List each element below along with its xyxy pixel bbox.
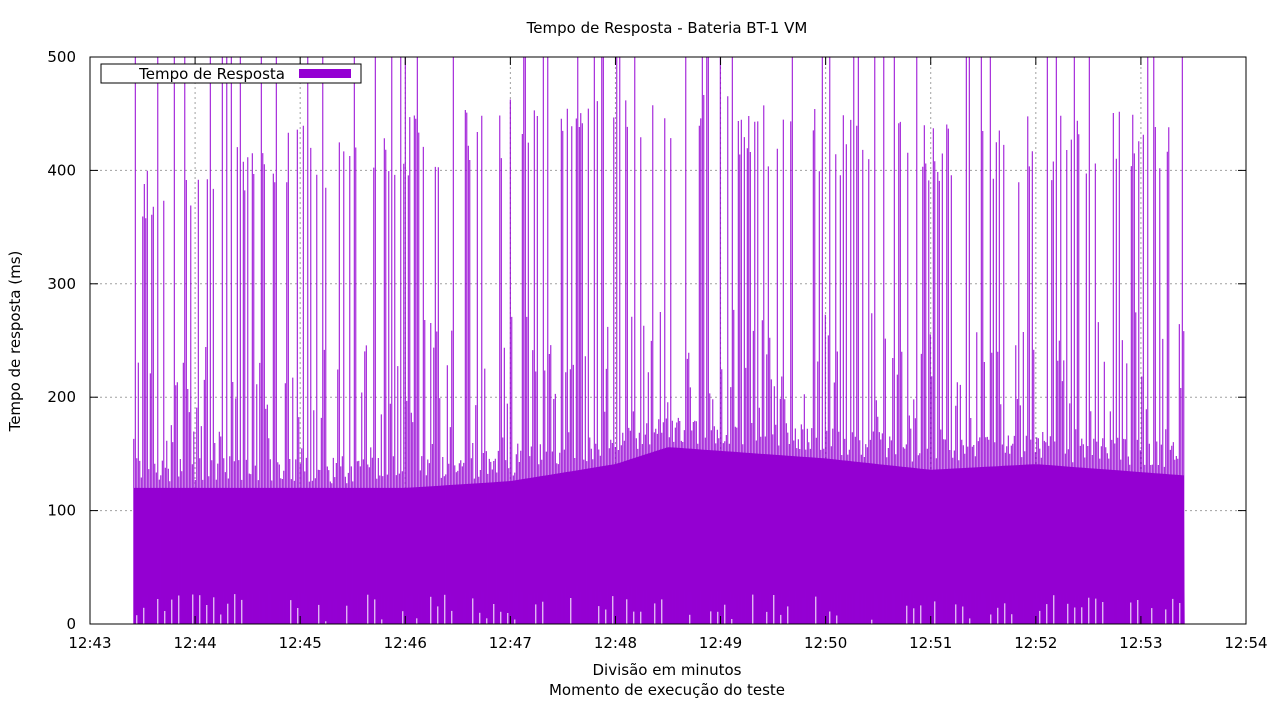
y-tick-label: 200 bbox=[47, 388, 76, 406]
x-tick-label: 12:49 bbox=[699, 634, 742, 652]
x-tick-label: 12:45 bbox=[279, 634, 322, 652]
x-tick-label: 12:53 bbox=[1119, 634, 1162, 652]
legend-label: Tempo de Resposta bbox=[138, 65, 285, 83]
axis-ticks: 0 100 200 300 400 500 12:43 12:44 12:45 12:46 12:4… bbox=[47, 48, 1267, 652]
x-tick-label: 12:47 bbox=[489, 634, 532, 652]
x-tick-label: 12:51 bbox=[909, 634, 952, 652]
y-tick-label: 300 bbox=[47, 275, 76, 293]
chart-title: Tempo de Resposta - Bateria BT-1 VM bbox=[526, 19, 808, 37]
data-bars bbox=[133, 57, 1185, 624]
y-tick-label: 100 bbox=[47, 502, 76, 520]
x-tick-label: 12:48 bbox=[594, 634, 637, 652]
x-tick-label: 12:50 bbox=[804, 634, 847, 652]
x-tick-label: 12:54 bbox=[1224, 634, 1267, 652]
legend-box bbox=[100, 63, 362, 84]
x-tick-label: 12:46 bbox=[384, 634, 427, 652]
y-axis-label: Tempo de resposta (ms) bbox=[6, 251, 24, 433]
y-tick-label: 500 bbox=[47, 48, 76, 66]
x-axis-label: Divisão em minutos bbox=[593, 661, 742, 679]
y-tick-label: 0 bbox=[66, 615, 76, 633]
x-tick-label: 12:44 bbox=[173, 634, 216, 652]
x-tick-label: 12:52 bbox=[1014, 634, 1057, 652]
y-tick-label: 400 bbox=[47, 161, 76, 179]
plot-frame bbox=[89, 56, 1247, 625]
x-tick-label: 12:43 bbox=[68, 634, 111, 652]
legend-swatch bbox=[299, 69, 351, 78]
legend: Tempo de Resposta bbox=[100, 63, 362, 84]
x-axis-sublabel: Momento de execução do teste bbox=[549, 681, 785, 699]
